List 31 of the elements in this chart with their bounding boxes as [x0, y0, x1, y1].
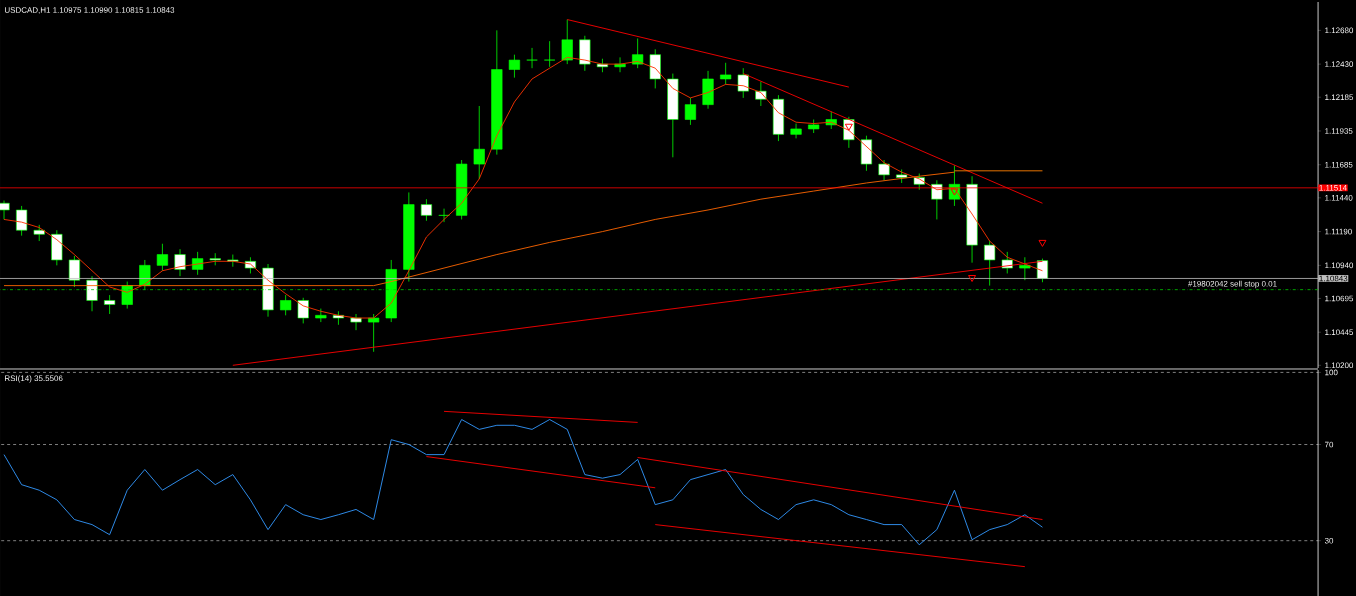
candlestick	[280, 294, 292, 316]
candlestick	[561, 19, 573, 65]
candlestick	[86, 275, 98, 312]
candlestick	[368, 313, 380, 353]
candlestick	[526, 47, 538, 69]
line-series	[3, 171, 955, 287]
candlestick	[174, 248, 186, 277]
candlestick	[104, 294, 116, 315]
candlestick	[508, 54, 521, 79]
candlestick	[1019, 256, 1031, 281]
line-series	[3, 419, 1043, 546]
candlestick	[720, 62, 732, 85]
candlestick	[227, 254, 239, 268]
candlestick	[0, 200, 10, 220]
candlestick	[984, 240, 996, 287]
candlestick	[68, 255, 80, 288]
candlestick	[737, 67, 749, 99]
candlestick	[684, 97, 697, 126]
point	[844, 123, 853, 131]
candlestick	[878, 159, 890, 181]
candlestick	[544, 40, 556, 68]
candlestick	[297, 297, 309, 324]
point	[1038, 239, 1047, 247]
candlestick	[121, 281, 133, 309]
candlestick	[16, 205, 28, 237]
candlestick	[350, 313, 362, 331]
candlestick	[420, 198, 433, 222]
point	[968, 275, 977, 283]
point	[950, 188, 959, 196]
candlestick	[156, 243, 168, 272]
candlestick	[790, 123, 802, 139]
